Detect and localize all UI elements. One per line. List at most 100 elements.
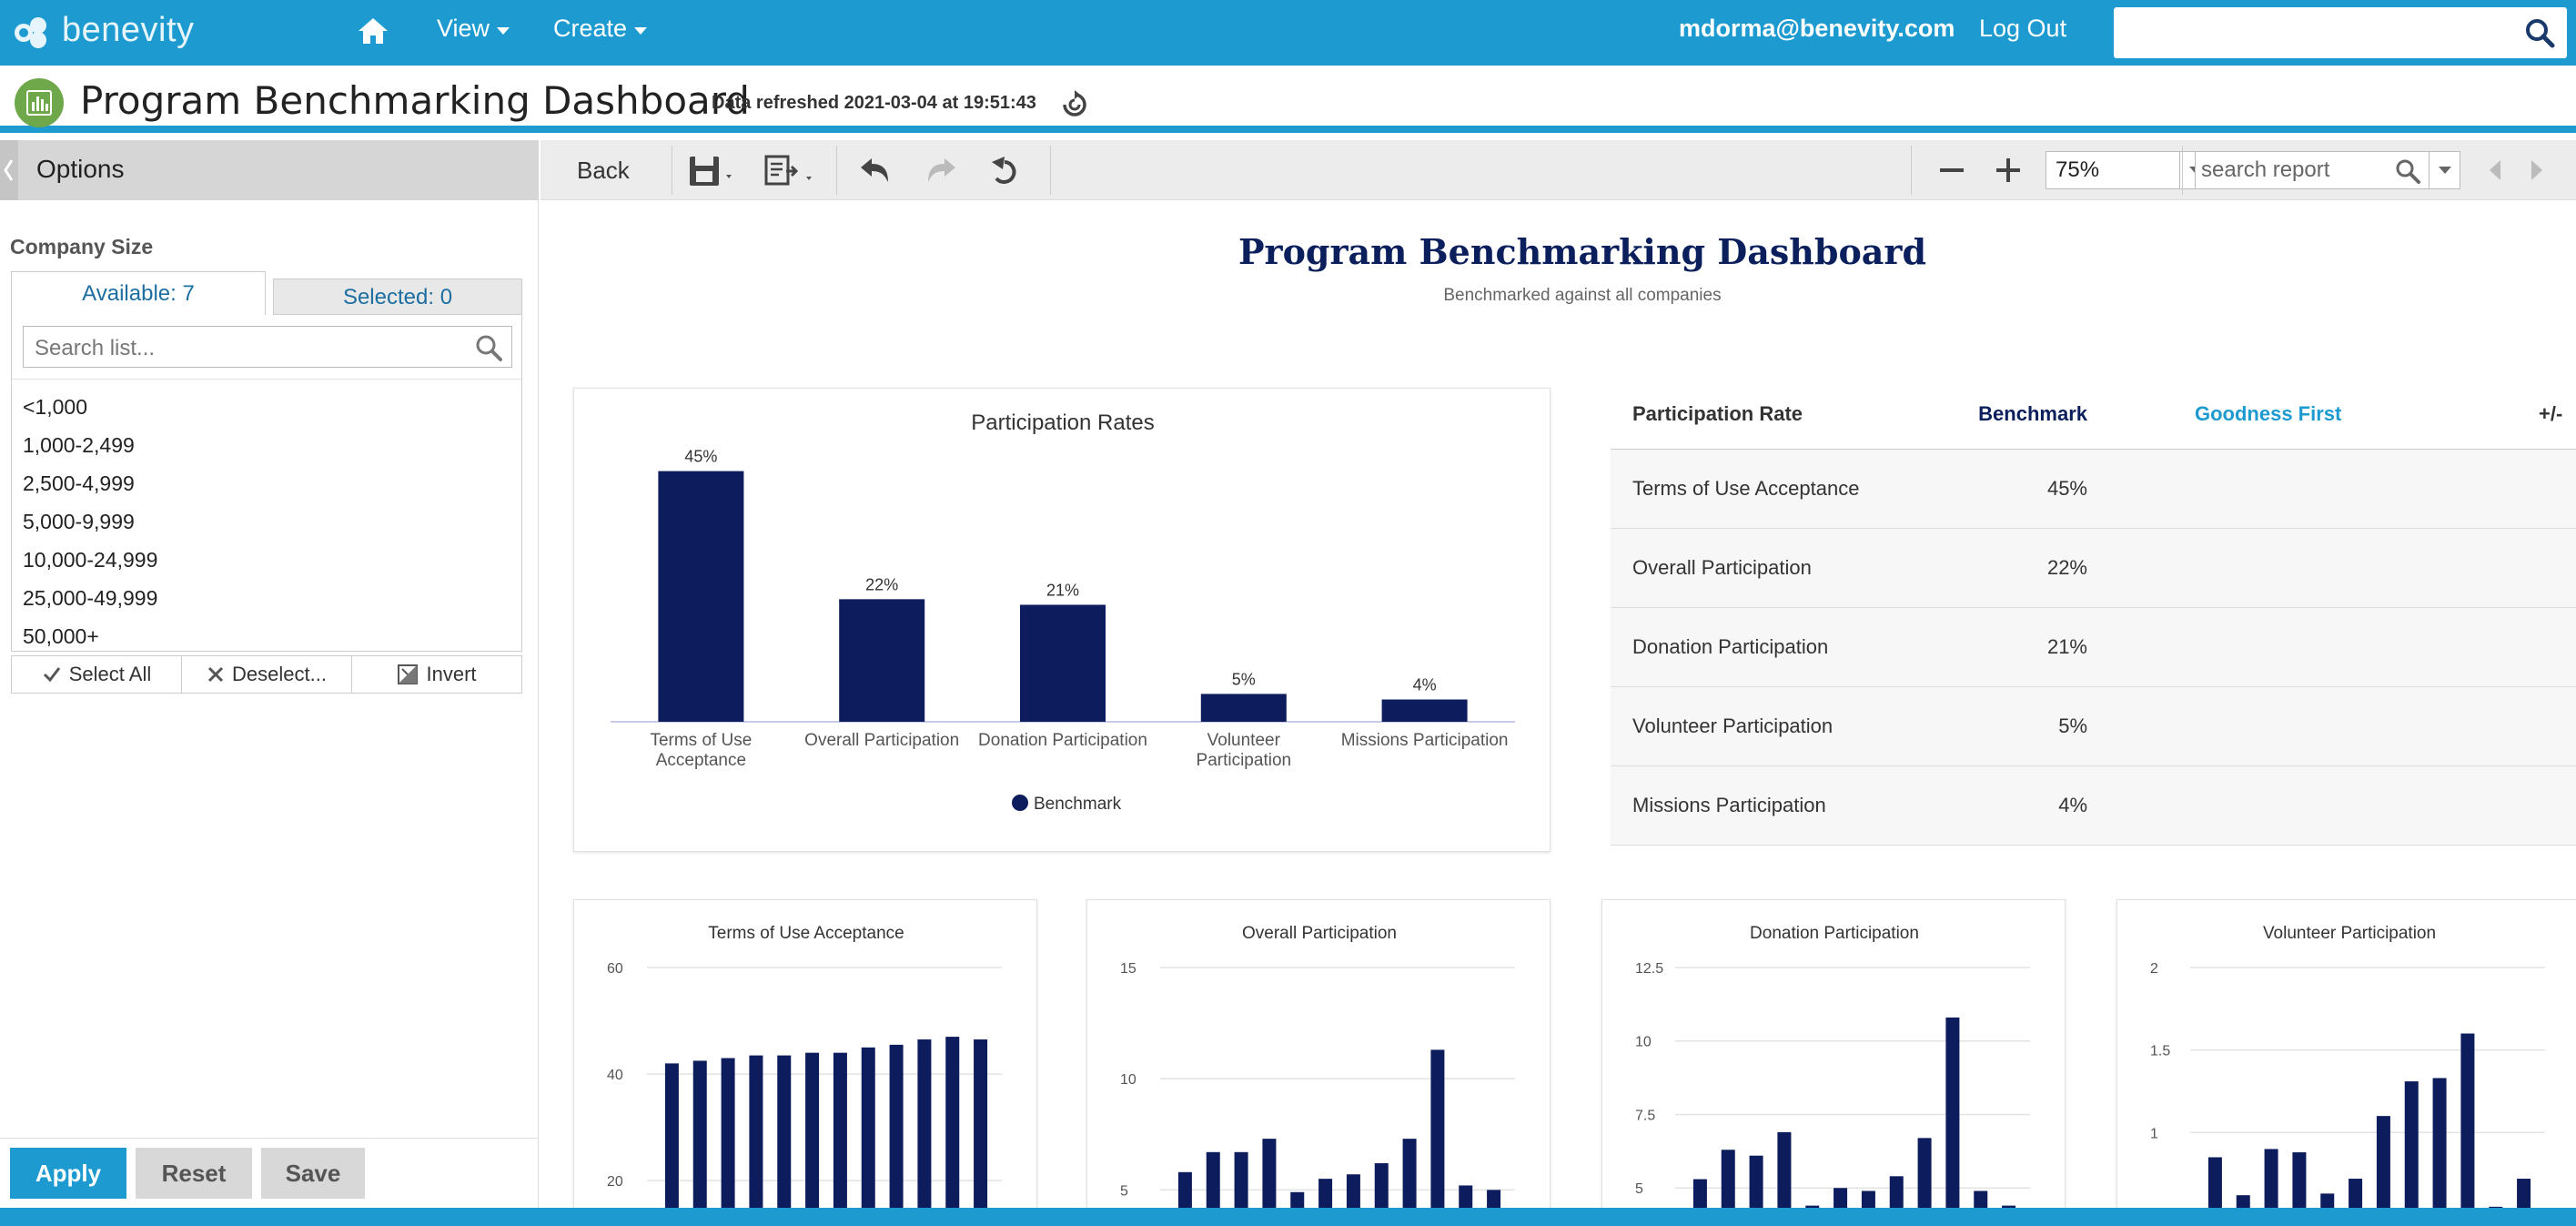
benchmark-value: 21%	[2046, 635, 2087, 658]
panel-buttons: Apply Reset Save	[0, 1138, 539, 1208]
bar	[1945, 1017, 1960, 1226]
participation-rates-card: Participation Rates 45% Terms of Use Accept…	[573, 388, 1551, 852]
logout-link[interactable]: Log Out	[1979, 15, 2067, 42]
list-item[interactable]: 10,000-24,999	[23, 548, 158, 572]
tab-available[interactable]: Available: 7	[11, 271, 266, 315]
options-panel-header[interactable]: Options	[0, 140, 539, 200]
company-size-list: Search list... <1,000 1,000-2,499 2,500-…	[11, 315, 522, 652]
tab-selected[interactable]: Selected: 0	[273, 279, 522, 315]
search-icon[interactable]	[473, 332, 504, 363]
options-label: Options	[36, 155, 125, 183]
donation-participation-chart: Donation Participation 12.5 10 7.5 5	[1635, 924, 2030, 1226]
y-tick-label: 7.5	[1635, 1108, 1655, 1123]
chevron-down-icon[interactable]	[2429, 152, 2460, 188]
benchmark-value: 45%	[2046, 477, 2087, 500]
small-chart-card: Terms of Use Acceptance 60 40 20	[573, 899, 1037, 1226]
list-divider	[12, 379, 521, 380]
top-navigation-bar: benevity View Create mdorma@benevity.com…	[0, 0, 2576, 66]
participation-rates-chart: Participation Rates 45% Terms of UseAccept…	[611, 410, 1515, 814]
zoom-level-select[interactable]: 75%	[2046, 151, 2211, 189]
list-item[interactable]: 2,500-4,999	[23, 471, 135, 495]
bar	[1206, 1151, 1220, 1226]
bar	[1234, 1151, 1248, 1226]
global-search-input[interactable]	[2114, 7, 2567, 58]
select-all-button[interactable]: Select All	[12, 656, 182, 693]
search-icon[interactable]	[2394, 157, 2421, 185]
back-button[interactable]: Back	[577, 157, 630, 184]
options-sidebar: Company Size Available: 7 Selected: 0 Se…	[0, 200, 539, 1208]
data-refreshed-text: Data refreshed 2021-03-04 at 19:51:43	[712, 93, 1036, 113]
data-label: 21%	[1046, 581, 1079, 599]
list-item[interactable]: <1,000	[23, 395, 87, 419]
bar	[2404, 1081, 2419, 1226]
invert-button[interactable]: Invert	[352, 656, 521, 693]
search-icon[interactable]	[2523, 16, 2556, 49]
bar	[2432, 1078, 2447, 1226]
redo-icon[interactable]	[923, 155, 959, 187]
y-tick-label: 1.5	[2150, 1044, 2170, 1059]
benchmark-value: 4%	[2058, 794, 2087, 816]
y-tick-label: 5	[1120, 1183, 1128, 1199]
list-item[interactable]: 50,000+	[23, 624, 99, 648]
bar	[664, 1063, 679, 1226]
refresh-icon[interactable]	[1059, 89, 1090, 120]
collapse-panel-handle[interactable]	[0, 140, 18, 200]
bar	[945, 1037, 960, 1226]
bar	[1262, 1139, 1277, 1226]
create-menu-label: Create	[553, 15, 628, 42]
close-icon	[207, 666, 224, 683]
next-match-icon[interactable]	[2524, 155, 2550, 186]
create-menu[interactable]: Create	[553, 15, 648, 43]
user-email[interactable]: mdorma@benevity.com	[1679, 15, 1955, 42]
filter-tabs: Available: 7 Selected: 0	[11, 271, 522, 315]
search-report-input[interactable]: search report	[2195, 151, 2460, 189]
export-icon[interactable]	[764, 155, 821, 187]
zoom-in-icon[interactable]	[1993, 155, 2024, 186]
view-menu[interactable]: View	[437, 15, 510, 43]
row-label: Donation Participation	[1632, 635, 1829, 658]
toolbar-divider	[1911, 146, 1912, 195]
table-row: Overall Participation 22%	[1611, 529, 2576, 608]
y-tick-label: 12.5	[1635, 961, 1663, 977]
list-item[interactable]: 25,000-49,999	[23, 586, 158, 610]
list-actions: Select All Deselect... Invert	[11, 655, 522, 694]
undo-icon[interactable]	[857, 155, 894, 187]
column-header: Goodness First	[2195, 402, 2342, 425]
bar	[777, 1055, 792, 1226]
legend-label: Benchmark	[1034, 795, 1122, 814]
table-row: Volunteer Participation 5%	[1611, 687, 2576, 766]
bar	[692, 1060, 707, 1226]
report-canvas: Program Benchmarking Dashboard Benchmark…	[540, 200, 2576, 1226]
bar	[839, 599, 925, 722]
save-button[interactable]: Save	[261, 1148, 365, 1199]
table-row: Donation Participation 21%	[1611, 608, 2576, 687]
terms-of-use-chart: Terms of Use Acceptance 60 40 20	[607, 924, 1002, 1226]
list-search-input[interactable]: Search list...	[23, 326, 512, 368]
list-item[interactable]: 5,000-9,999	[23, 510, 135, 533]
save-report-icon[interactable]	[688, 155, 741, 187]
zoom-level-value: 75%	[2056, 157, 2100, 182]
home-button[interactable]	[355, 13, 391, 53]
small-chart-card: Donation Participation 12.5 10 7.5 5	[1601, 899, 2066, 1226]
bar	[833, 1052, 847, 1226]
benevity-logo[interactable]: benevity	[11, 7, 195, 53]
bar	[889, 1044, 904, 1226]
bar	[805, 1052, 820, 1226]
reset-button[interactable]: Reset	[136, 1148, 252, 1199]
dashboard-app-icon	[15, 78, 64, 127]
x-tick-label: Missions Participation	[1341, 731, 1509, 750]
zoom-out-icon[interactable]	[1936, 155, 1967, 186]
apply-button[interactable]: Apply	[10, 1148, 126, 1199]
bar	[917, 1039, 932, 1226]
toolbar-divider	[836, 146, 837, 195]
deselect-button[interactable]: Deselect...	[182, 656, 352, 693]
column-header: Participation Rate	[1632, 402, 1803, 425]
bar	[1200, 694, 1287, 722]
previous-match-icon[interactable]	[2482, 155, 2508, 186]
list-item[interactable]: 1,000-2,499	[23, 433, 135, 457]
y-tick-label: 20	[607, 1174, 623, 1190]
chevron-down-icon	[497, 26, 510, 35]
revert-icon[interactable]	[986, 155, 1023, 187]
bar	[2460, 1033, 2475, 1226]
